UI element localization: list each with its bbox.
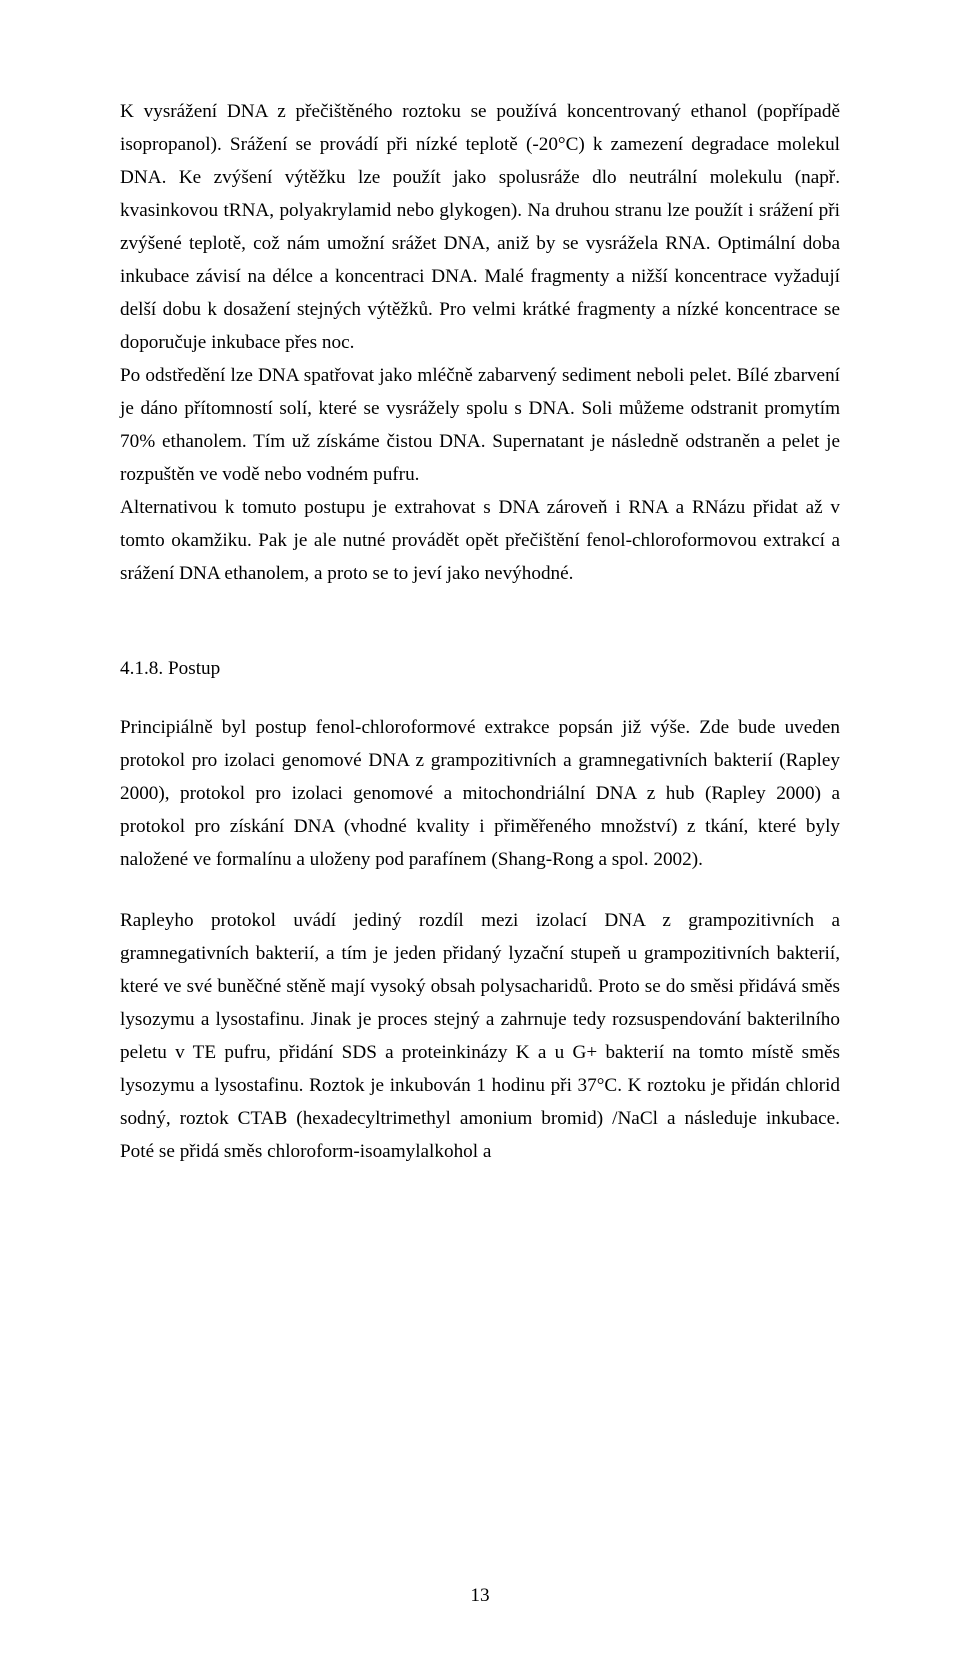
paragraph-gap [120,876,840,904]
section-heading: 4.1.8. Postup [120,652,840,685]
body-paragraph: Principiálně byl postup fenol-chloroform… [120,711,840,876]
page-number: 13 [0,1585,960,1607]
body-paragraph: Rapleyho protokol uvádí jediný rozdíl me… [120,904,840,1168]
body-paragraph: K vysrážení DNA z přečištěného roztoku s… [120,95,840,359]
body-paragraph: Alternativou k tomuto postupu je extraho… [120,491,840,590]
document-page: K vysrážení DNA z přečištěného roztoku s… [0,0,960,1655]
body-paragraph: Po odstředění lze DNA spatřovat jako mlé… [120,359,840,491]
